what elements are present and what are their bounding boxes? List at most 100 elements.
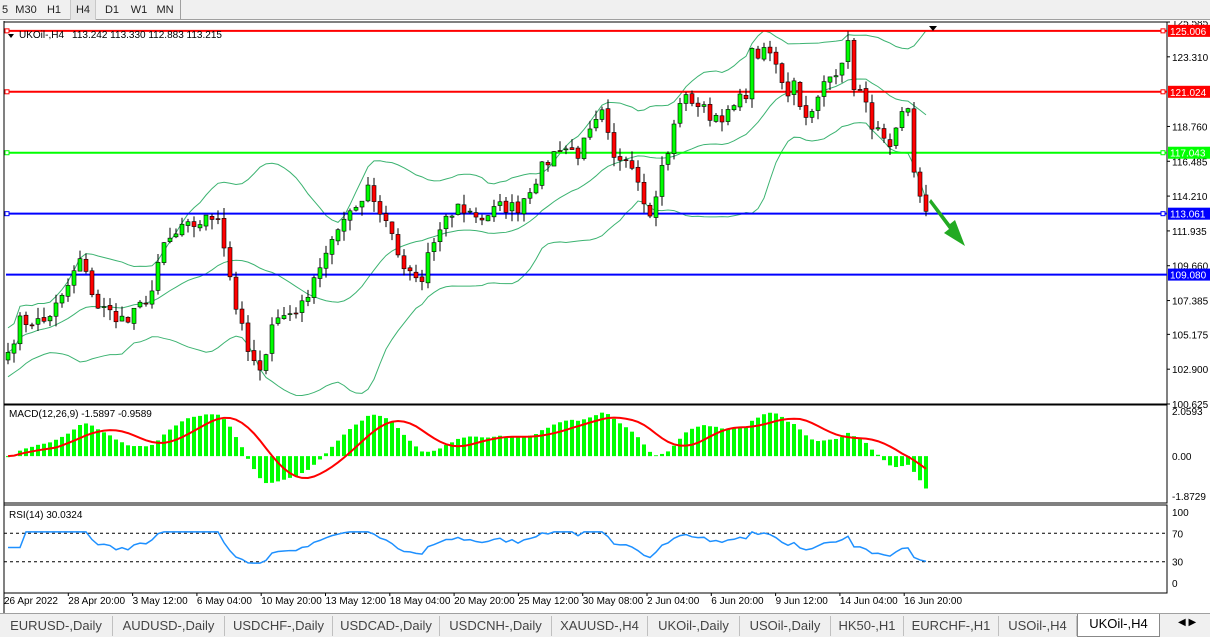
chart-ohlc-values: 113.242 113.330 112.883 113.215 <box>72 30 222 41</box>
candle-body <box>5 352 11 361</box>
macd-histogram-bar <box>594 415 598 457</box>
level-price-label: 113.061 <box>1170 210 1206 221</box>
level-price-tag <box>1168 207 1210 220</box>
chart-tab[interactable]: EURUSD-,Daily <box>0 616 113 636</box>
macd-histogram-bar <box>354 424 358 457</box>
candle-body <box>887 139 893 147</box>
candle-body <box>161 242 167 263</box>
candle-body <box>65 285 71 297</box>
price-axis-label: 107.385 <box>1172 297 1209 308</box>
collapse-triangle-icon[interactable] <box>8 34 14 38</box>
level-handle[interactable] <box>4 89 10 95</box>
rsi-line <box>8 530 927 564</box>
timeframe-H4[interactable]: H4 <box>70 0 96 20</box>
level-price-tag <box>1168 24 1210 37</box>
macd-histogram-bar <box>768 412 772 457</box>
candle-body <box>533 183 539 194</box>
candle-body <box>413 271 419 279</box>
candle-body <box>347 210 353 221</box>
macd-histogram-bar <box>534 434 538 457</box>
level-handle[interactable] <box>1160 89 1166 95</box>
level-handle[interactable] <box>1160 150 1166 156</box>
candle-body <box>203 214 209 227</box>
time-axis-label: 10 May 20:00 <box>261 596 322 607</box>
macd-histogram-bar <box>906 456 910 465</box>
macd-histogram-bar <box>378 415 382 457</box>
time-axis-label: 26 Apr 2022 <box>4 596 58 607</box>
time-axis-label: 13 May 12:00 <box>326 596 387 607</box>
candle-body <box>419 276 425 282</box>
macd-axis-label: 2.0593 <box>1172 407 1203 418</box>
level-handle[interactable] <box>4 150 10 156</box>
macd-histogram-bar <box>792 424 796 457</box>
chart-tab[interactable]: UKOil-,H4 <box>1077 614 1160 637</box>
macd-histogram-bar <box>294 456 298 477</box>
candle-body <box>917 171 923 197</box>
candle-body <box>395 234 401 256</box>
candle-body <box>11 343 17 354</box>
candle-body <box>341 218 347 232</box>
candle-body <box>521 198 527 215</box>
macd-histogram-bar <box>720 428 724 457</box>
macd-histogram-bar <box>876 454 880 457</box>
chart-tab[interactable]: USOil-,H4 <box>999 616 1077 636</box>
chart-tab[interactable]: EURCHF-,H1 <box>904 616 999 636</box>
chart-tab[interactable]: USDCNH-,Daily <box>440 616 552 636</box>
macd-signal-line <box>7 416 927 480</box>
timeframe-D1[interactable]: D1 <box>104 4 120 16</box>
chart-tab[interactable]: HK50-,H1 <box>831 616 904 636</box>
down-arrow-annotation-icon[interactable] <box>929 199 965 246</box>
macd-histogram-bar <box>408 440 412 457</box>
macd-histogram-bar <box>66 433 70 457</box>
level-handle[interactable] <box>1160 28 1166 34</box>
chart-tab[interactable]: AUDUSD-,Daily <box>113 616 225 636</box>
macd-histogram-bar <box>84 423 88 457</box>
macd-histogram-bar <box>372 414 376 457</box>
candle-body <box>107 305 113 311</box>
macd-histogram-bar <box>468 436 472 457</box>
price-axis-label: 118.760 <box>1172 122 1208 133</box>
chart-tab[interactable]: USDCAD-,Daily <box>333 616 440 636</box>
candle-body <box>401 255 407 270</box>
macd-histogram-bar <box>156 440 160 457</box>
level-handle[interactable] <box>4 211 10 217</box>
timeframe-H1[interactable]: H1 <box>46 4 62 16</box>
candle-body <box>899 111 905 128</box>
candle-body <box>863 88 869 103</box>
candle-body <box>713 114 719 122</box>
macd-histogram-bar <box>882 456 886 461</box>
tab-scroll-arrows[interactable]: ◀ ▶ <box>1178 617 1197 628</box>
price-chart[interactable]: 125.585123.310118.760116.485114.210111.9… <box>0 21 1210 613</box>
chart-panel-rsi <box>3 504 1168 594</box>
level-price-tag <box>1168 85 1210 98</box>
candle-body <box>125 316 131 323</box>
timeframe-W1[interactable]: W1 <box>130 4 148 16</box>
price-axis-label: 123.310 <box>1172 53 1209 64</box>
chart-tab[interactable]: USDCHF-,Daily <box>225 616 333 636</box>
price-axis-label: 100.625 <box>1172 400 1209 411</box>
time-axis-label: 3 May 12:00 <box>133 596 188 607</box>
candle-body <box>113 310 119 323</box>
candle-body <box>311 277 317 298</box>
macd-histogram-bar <box>132 446 136 457</box>
macd-histogram-bar <box>786 421 790 457</box>
time-axis-label: 25 May 12:00 <box>518 596 579 607</box>
macd-histogram-bar <box>666 451 670 457</box>
level-price-tag <box>1168 146 1210 159</box>
candle-body <box>239 308 245 324</box>
chart-tab[interactable]: XAUUSD-,H4 <box>552 616 648 636</box>
price-axis-label: 105.175 <box>1172 330 1209 341</box>
candle-body <box>743 94 749 100</box>
timeframe-5[interactable]: 5 <box>1 4 9 16</box>
macd-histogram-bar <box>300 456 304 474</box>
timeframe-MN[interactable]: MN <box>156 4 174 16</box>
macd-histogram-bar <box>696 426 700 457</box>
timeframe-M30[interactable]: M30 <box>15 4 37 16</box>
level-handle[interactable] <box>1160 211 1166 217</box>
level-handle[interactable] <box>4 28 10 34</box>
candle-body <box>77 258 83 272</box>
macd-histogram-bar <box>510 436 514 457</box>
chart-shift-marker-icon[interactable] <box>929 26 937 31</box>
chart-tab[interactable]: UKOil-,Daily <box>648 616 740 636</box>
chart-tab[interactable]: USOil-,Daily <box>740 616 831 636</box>
